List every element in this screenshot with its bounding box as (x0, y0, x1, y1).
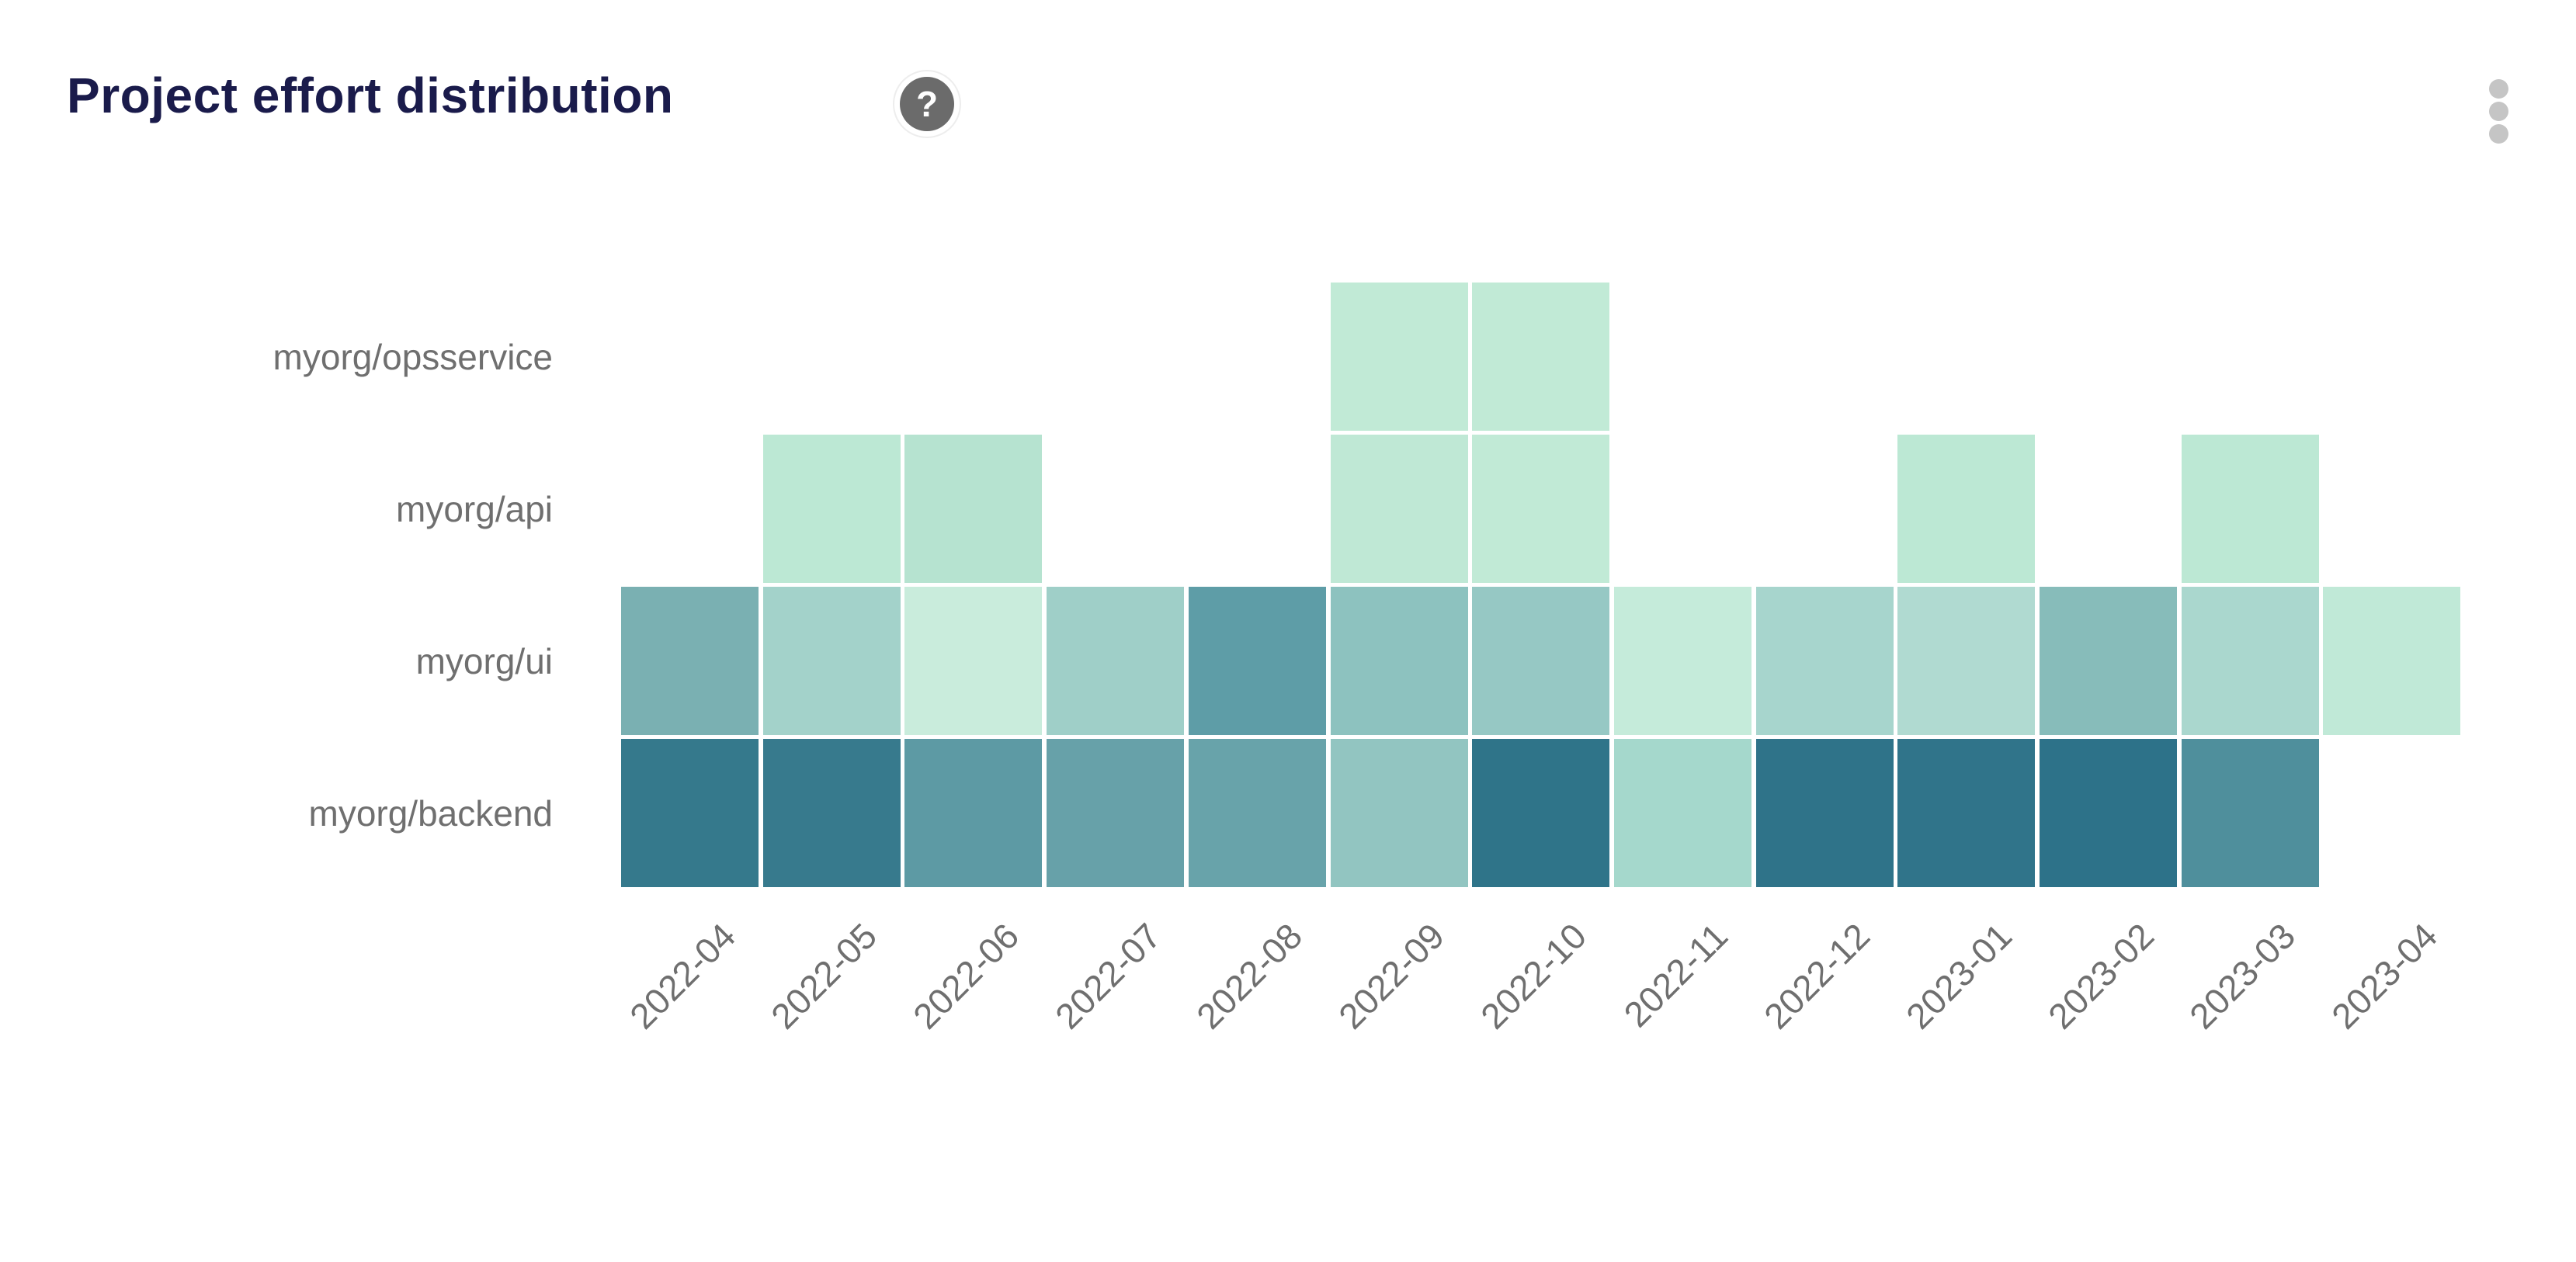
heatmap-cell[interactable] (1330, 739, 1468, 887)
heatmap-cell[interactable] (762, 435, 901, 583)
y-axis-label: myorg/api (396, 488, 553, 529)
question-mark-icon: ? (900, 77, 954, 131)
heatmap-cell[interactable] (621, 739, 759, 887)
y-axis-label: myorg/backend (308, 792, 554, 834)
heatmap-cell[interactable] (1472, 435, 1610, 583)
chart-title: Project effort distribution (67, 68, 674, 123)
heatmap-cell[interactable] (1330, 435, 1468, 583)
heatmap-cell[interactable] (1613, 587, 1751, 735)
heatmap-cell[interactable] (1897, 739, 2036, 887)
heatmap-cell[interactable] (2181, 739, 2319, 887)
heatmap-cell[interactable] (2181, 587, 2319, 735)
y-axis-label: myorg/opsservice (273, 336, 553, 377)
kebab-menu-icon[interactable] (2480, 79, 2517, 144)
heatmap-cell[interactable] (762, 587, 901, 735)
y-axis-label: myorg/ui (415, 640, 553, 681)
heatmap-cell[interactable] (1188, 587, 1326, 735)
heatmap-cell[interactable] (2040, 739, 2177, 887)
heatmap-cell[interactable] (1047, 739, 1185, 887)
kebab-dot (2488, 79, 2508, 99)
heatmap-cell[interactable] (1897, 435, 2036, 583)
heatmap-cell[interactable] (1613, 739, 1751, 887)
heatmap-cell[interactable] (1047, 587, 1185, 735)
heatmap-cell[interactable] (762, 739, 901, 887)
heatmap-cell[interactable] (904, 739, 1043, 887)
heatmap-cell[interactable] (2040, 587, 2177, 735)
help-icon[interactable]: ? (893, 70, 961, 138)
kebab-dot (2488, 124, 2508, 144)
heatmap-cell[interactable] (1472, 587, 1610, 735)
heatmap-cell[interactable] (904, 587, 1043, 735)
heatmap-cell[interactable] (1472, 739, 1610, 887)
heatmap-cell[interactable] (1330, 587, 1468, 735)
heatmap-cell[interactable] (2181, 435, 2319, 583)
heatmap-cell[interactable] (1755, 587, 1894, 735)
heatmap-cell[interactable] (1330, 283, 1468, 431)
heatmap-cell[interactable] (1755, 739, 1894, 887)
heatmap-cell[interactable] (1472, 283, 1610, 431)
heatmap-cell[interactable] (2323, 587, 2461, 735)
heatmap-cell[interactable] (904, 435, 1043, 583)
heatmap-cell[interactable] (621, 587, 759, 735)
heatmap-cell[interactable] (1188, 739, 1326, 887)
heatmap-cell[interactable] (1897, 587, 2036, 735)
kebab-dot (2488, 102, 2508, 121)
